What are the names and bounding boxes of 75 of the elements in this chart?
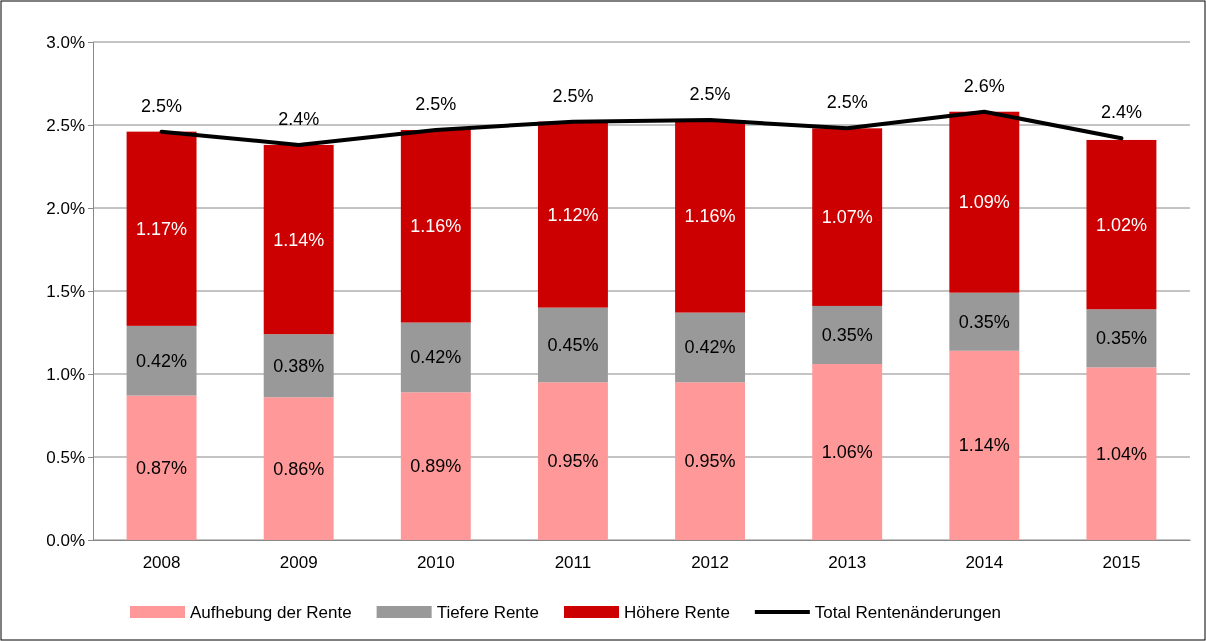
data-label: 2.5% <box>552 85 594 106</box>
data-label: 2.4% <box>278 108 320 129</box>
bar <box>537 121 608 308</box>
data-label: 1.12% <box>547 204 599 225</box>
x-tick-label: 2011 <box>554 553 592 573</box>
data-label: 0.42% <box>136 350 188 371</box>
bar <box>675 382 746 540</box>
x-tick-label: 2010 <box>416 553 455 573</box>
x-tick-label: 2009 <box>279 553 318 573</box>
bar <box>263 397 334 540</box>
bar <box>400 129 471 323</box>
data-label: 0.35% <box>821 324 873 345</box>
x-tick-label: 2008 <box>142 553 181 573</box>
bar <box>263 144 334 335</box>
data-label: 0.35% <box>958 311 1010 332</box>
data-label: 0.87% <box>136 457 188 478</box>
data-label: 0.42% <box>684 337 736 358</box>
bar <box>126 131 197 326</box>
bar <box>400 392 471 540</box>
bar <box>1086 367 1157 540</box>
bar <box>537 307 608 383</box>
bar <box>400 322 471 393</box>
bar <box>126 325 197 396</box>
data-label: 0.86% <box>273 458 325 479</box>
bar <box>675 312 746 383</box>
legend-label: Tiefere Rente <box>436 603 539 622</box>
bar <box>949 292 1020 351</box>
bar <box>812 364 883 540</box>
bar <box>812 305 883 365</box>
data-label: 2.5% <box>826 92 868 113</box>
data-label: 2.5% <box>415 93 457 114</box>
data-label: 1.16% <box>410 216 462 237</box>
bar <box>949 350 1020 540</box>
data-label: 1.02% <box>1095 214 1147 235</box>
data-label: 2.6% <box>963 75 1005 96</box>
data-label: 1.14% <box>958 435 1010 456</box>
data-label: 1.06% <box>821 442 873 463</box>
y-tick-label: 3.0% <box>46 32 85 52</box>
data-label: 0.89% <box>410 456 462 477</box>
data-label: 0.45% <box>547 334 599 355</box>
data-label: 1.17% <box>136 218 188 239</box>
data-label: 2.5% <box>141 95 183 116</box>
bar <box>537 382 608 540</box>
data-label: 1.09% <box>958 192 1010 213</box>
bar <box>812 128 883 306</box>
x-tick-label: 2014 <box>965 553 1004 573</box>
data-label: 1.14% <box>273 229 325 250</box>
legend-label: Total Rentenänderungen <box>814 603 1002 622</box>
data-label: 0.35% <box>1095 328 1147 349</box>
data-label: 1.04% <box>1095 443 1147 464</box>
legend-label: Aufhebung der Rente <box>190 603 352 622</box>
data-label: 1.07% <box>821 207 873 228</box>
bar <box>126 395 197 540</box>
bar <box>675 120 746 313</box>
bar <box>1086 309 1157 368</box>
y-tick-label: 1.0% <box>46 364 85 384</box>
data-label: 2.4% <box>1100 102 1142 123</box>
y-tick-label: 2.0% <box>46 198 85 218</box>
y-tick-label: 0.5% <box>46 447 85 467</box>
y-tick-label: 1.5% <box>46 281 85 301</box>
bar <box>949 111 1020 293</box>
x-tick-label: 2013 <box>828 553 867 573</box>
legend-label: Höhere Rente <box>624 603 730 622</box>
data-label: 1.16% <box>684 206 736 227</box>
data-label: 0.42% <box>410 347 462 368</box>
y-tick-label: 2.5% <box>46 115 85 135</box>
data-label: 0.95% <box>684 451 736 472</box>
bar <box>1086 139 1157 310</box>
data-label: 0.38% <box>273 355 325 376</box>
x-tick-label: 2015 <box>1102 553 1141 573</box>
data-label: 0.95% <box>547 451 599 472</box>
bar <box>263 334 334 398</box>
y-tick-label: 0.0% <box>46 530 85 550</box>
data-label: 2.5% <box>689 84 731 105</box>
x-tick-label: 2012 <box>691 553 729 573</box>
